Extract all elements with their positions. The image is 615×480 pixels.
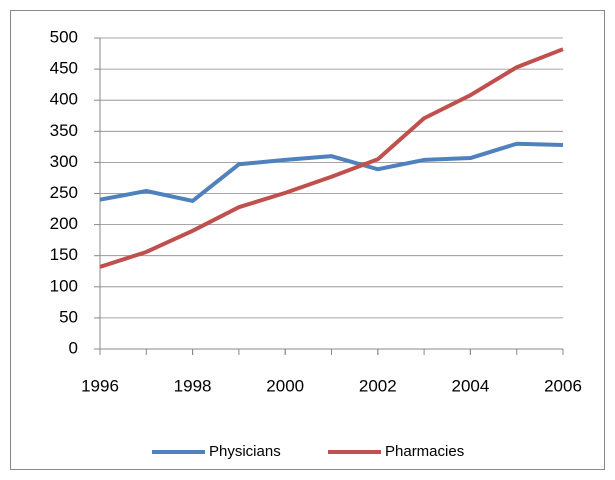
x-tick-label: 1996 <box>81 376 119 395</box>
x-tick-label: 2004 <box>451 376 489 395</box>
y-tick-label: 50 <box>59 307 78 326</box>
chart-frame <box>10 10 605 470</box>
series-line <box>99 141 564 203</box>
y-tick-label: 200 <box>50 214 78 233</box>
legend-label: Physicians <box>209 443 281 460</box>
y-tick-label: 450 <box>50 59 78 78</box>
y-tick-label: 350 <box>50 121 78 140</box>
y-tick-label: 150 <box>50 245 78 264</box>
series-line <box>99 47 564 269</box>
y-tick-label: 300 <box>50 152 78 171</box>
y-tick-label: 400 <box>50 90 78 109</box>
y-tick-label: 500 <box>50 27 78 46</box>
legend-label: Pharmacies <box>385 443 464 460</box>
y-tick-label: 250 <box>50 183 78 202</box>
x-tick-label: 2002 <box>359 376 397 395</box>
x-tick-label: 2006 <box>544 376 582 395</box>
x-tick-label: 1998 <box>174 376 212 395</box>
x-tick-label: 2000 <box>266 376 304 395</box>
y-tick-label: 0 <box>69 338 78 357</box>
y-tick-label: 100 <box>50 276 78 295</box>
